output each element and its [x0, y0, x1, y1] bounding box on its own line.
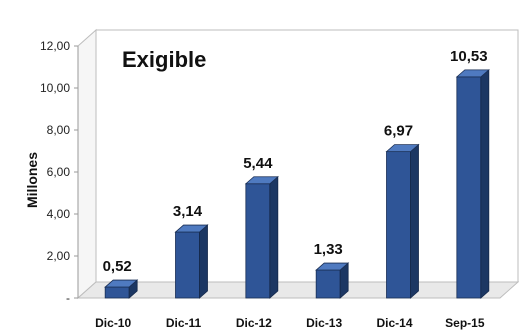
data-labels: 0,52 3,14 5,44 1,33 6,97 10,53 — [103, 48, 488, 275]
y-tick-label: 12,00 — [40, 39, 70, 53]
y-tick-label: 2,00 — [47, 249, 71, 263]
y-tick-label: 10,00 — [40, 81, 70, 95]
bar-side — [480, 68, 490, 299]
data-label: 3,14 — [173, 203, 203, 220]
bar-top — [244, 176, 279, 185]
data-label: 6,97 — [384, 123, 413, 140]
bar — [315, 262, 350, 299]
bar — [385, 143, 420, 299]
bar-side — [269, 175, 279, 299]
y-axis-label: Millones — [24, 152, 40, 208]
y-tick-label: 8,00 — [47, 123, 71, 137]
x-tick-label: Dic-12 — [236, 316, 272, 330]
bar-top — [174, 224, 209, 233]
data-label: 10,53 — [450, 48, 488, 65]
bar-front — [245, 183, 271, 299]
x-axis-labels: Dic-10 Dic-11 Dic-12 Dic-13 Dic-14 Sep-15 — [95, 316, 485, 330]
bar — [174, 224, 209, 299]
bar-top — [455, 69, 490, 78]
data-label: 1,33 — [314, 241, 343, 258]
bar-front — [386, 151, 411, 299]
data-label: 5,44 — [243, 155, 273, 172]
bar-front — [104, 286, 130, 299]
bar — [104, 279, 139, 299]
y-tick-label: 6,00 — [47, 165, 71, 179]
y-axis-ticks: - 2,00 4,00 6,00 8,00 10,00 12,00 — [40, 39, 78, 305]
bar-side — [410, 143, 419, 299]
x-tick-label: Sep-15 — [445, 316, 485, 330]
bar-top — [104, 279, 139, 288]
x-tick-label: Dic-10 — [95, 316, 131, 330]
bar-front — [175, 231, 200, 299]
bar-side — [199, 224, 208, 299]
x-tick-label: Dic-14 — [376, 316, 412, 330]
side-wall — [77, 28, 97, 300]
bar-front — [315, 269, 341, 299]
bars — [104, 68, 490, 299]
data-label: 0,52 — [103, 258, 132, 275]
bar — [455, 68, 490, 299]
y-tick-label: - — [66, 291, 70, 305]
bar-front — [456, 76, 482, 299]
x-tick-label: Dic-13 — [306, 316, 342, 330]
bar-top — [315, 262, 350, 271]
x-tick-label: Dic-11 — [166, 316, 202, 330]
chart-title: Exigible — [122, 47, 206, 72]
y-tick-label: 4,00 — [47, 207, 71, 221]
bar-top — [385, 144, 420, 153]
floor — [76, 281, 519, 299]
bar — [244, 175, 279, 299]
